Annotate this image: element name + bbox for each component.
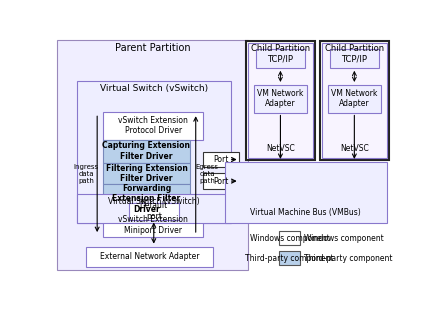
Bar (330, 49, 379, 68)
Bar (279, 231, 300, 245)
Bar (103, 213, 204, 237)
Bar (254, 85, 307, 113)
Text: Egress
data
path: Egress data path (196, 164, 219, 184)
Text: TCP/IP: TCP/IP (267, 54, 293, 63)
Bar (322, 43, 387, 158)
Text: NetVSC: NetVSC (340, 144, 369, 153)
Text: Filtering Extension
Filter Driver: Filtering Extension Filter Driver (106, 164, 187, 183)
Bar (204, 152, 239, 167)
Text: Port: Port (214, 176, 229, 185)
Bar (246, 41, 315, 160)
Bar (77, 81, 231, 223)
Text: Virtual Switch (vSwitch): Virtual Switch (vSwitch) (100, 84, 208, 93)
Text: External Network Adapter: External Network Adapter (100, 252, 200, 261)
Text: Virtual Switch (vSwitch): Virtual Switch (vSwitch) (108, 197, 200, 206)
Text: vSwitch Extension
Miniport Driver: vSwitch Extension Miniport Driver (119, 215, 188, 235)
Bar (256, 49, 305, 68)
Text: Parent Partition: Parent Partition (115, 43, 191, 53)
Text: Default
port: Default port (140, 202, 168, 221)
Bar (57, 40, 248, 270)
Text: Forwarding
Extension Filter
Driver: Forwarding Extension Filter Driver (112, 184, 181, 214)
Text: VM Network
Adapter: VM Network Adapter (331, 89, 378, 109)
Bar (77, 194, 231, 223)
Bar (279, 251, 300, 265)
Text: Virtual Machine Bus (VMBus): Virtual Machine Bus (VMBus) (250, 208, 361, 217)
Bar (103, 184, 190, 213)
Text: VM Network
Adapter: VM Network Adapter (257, 89, 303, 109)
Bar (103, 112, 204, 139)
Bar (248, 43, 313, 158)
Text: Third-party component: Third-party component (245, 254, 334, 262)
Text: Child Partition: Child Partition (251, 44, 310, 53)
Bar (129, 203, 179, 220)
Text: Ingress
data
path: Ingress data path (74, 164, 99, 184)
Bar (86, 247, 214, 267)
Bar (320, 41, 389, 160)
Text: Child Partition: Child Partition (325, 44, 384, 53)
Text: Port: Port (214, 155, 229, 164)
Text: Third-party component: Third-party component (304, 254, 393, 262)
Text: Windows component: Windows component (304, 233, 384, 242)
Bar (103, 139, 190, 163)
Text: Windows component: Windows component (250, 233, 330, 242)
Text: NetVSC: NetVSC (266, 144, 295, 153)
Text: TCP/IP: TCP/IP (341, 54, 368, 63)
Bar (103, 163, 190, 184)
Bar (225, 162, 387, 223)
Text: vSwitch Extension
Protocol Driver: vSwitch Extension Protocol Driver (119, 116, 188, 135)
Text: Capturing Extension
Filter Driver: Capturing Extension Filter Driver (102, 141, 191, 161)
Bar (328, 85, 381, 113)
Bar (204, 173, 239, 189)
